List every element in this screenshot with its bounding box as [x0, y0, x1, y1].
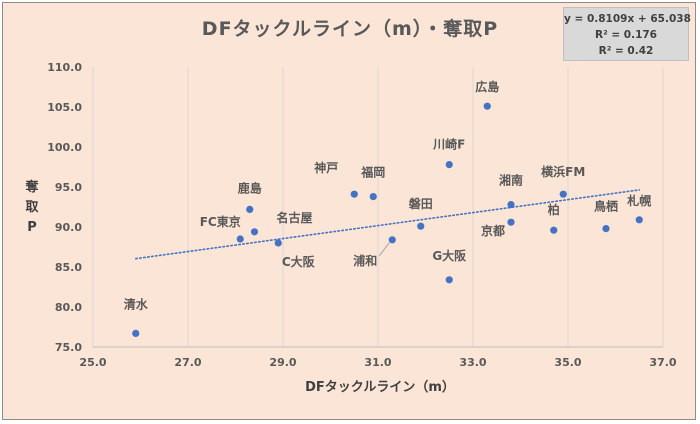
- trendline-equation-box: y = 0.8109x + 65.038 R² = 0.176 R² = 0.4…: [563, 7, 691, 61]
- data-label: 札幌: [626, 193, 651, 208]
- data-label: G大阪: [432, 248, 467, 263]
- y-tick-label: 75.0: [55, 341, 82, 354]
- data-point: [132, 329, 140, 337]
- data-point: [559, 190, 567, 198]
- x-tick-label: 37.0: [649, 356, 676, 369]
- data-point: [250, 228, 259, 236]
- y-tick-label: 100.0: [47, 141, 82, 154]
- data-label: 浦和: [353, 253, 377, 268]
- y-axis-title: 奪 取 P: [22, 178, 42, 238]
- data-point: [246, 205, 254, 213]
- data-label: 柏: [548, 202, 560, 217]
- data-label: 鳥栖: [594, 199, 618, 214]
- data-label: 清水: [124, 296, 149, 311]
- r-squared-2: R² = 0.42: [598, 45, 654, 57]
- data-point: [236, 235, 244, 243]
- x-tick-label: 29.0: [269, 356, 296, 369]
- data-point: [445, 161, 453, 169]
- data-point: [507, 218, 515, 226]
- data-points: [132, 102, 643, 337]
- y-tick-label: 85.0: [55, 261, 82, 274]
- data-label: 横浜FM: [541, 164, 585, 179]
- x-tick-label: 35.0: [554, 356, 581, 369]
- y-axis-title-char: 奪: [25, 180, 39, 195]
- gridlines: [92, 67, 664, 348]
- leader-lines: [378, 242, 390, 257]
- x-tick-label: 31.0: [364, 356, 391, 369]
- y-tick-label: 110.0: [47, 61, 82, 74]
- data-point: [445, 276, 453, 284]
- data-point: [483, 102, 491, 110]
- data-label: FC東京: [200, 214, 241, 229]
- data-point: [369, 193, 377, 201]
- y-tick-label: 95.0: [55, 181, 82, 194]
- data-label: 広島: [475, 79, 499, 94]
- data-point: [274, 239, 282, 247]
- y-tick-label: 105.0: [47, 101, 82, 114]
- chart-area: [2, 2, 696, 420]
- data-point: [635, 216, 643, 224]
- y-axis-title-char: P: [27, 220, 37, 235]
- data-point: [507, 201, 515, 209]
- data-label: 神戸: [314, 160, 338, 175]
- data-label: 福岡: [360, 165, 385, 180]
- x-tick-label: 33.0: [459, 356, 486, 369]
- data-point: [550, 226, 558, 234]
- data-label: 鹿島: [238, 180, 262, 195]
- trendline-layer: [134, 189, 641, 260]
- data-point: [388, 236, 396, 244]
- r-squared-1: R² = 0.176: [594, 29, 657, 41]
- data-label: 川崎F: [432, 137, 465, 152]
- data-point: [602, 225, 610, 233]
- data-label: 磐田: [409, 196, 433, 211]
- x-tick-label: 25.0: [79, 356, 106, 369]
- chart-title: DFタックルライン（m）・奪取P: [201, 18, 499, 40]
- data-label: 名古屋: [276, 210, 312, 225]
- y-tick-label: 90.0: [55, 221, 82, 234]
- y-axis-title-char: 取: [25, 200, 39, 215]
- tick-labels: 25.0 27.0 29.0 31.0 33.0 35.0 37.0 75.0 80.0 85.0…: [47, 61, 677, 369]
- data-label: 湘南: [499, 173, 523, 188]
- x-axis-title: DFタックルライン（m）: [305, 380, 455, 395]
- data-label: 京都: [481, 223, 505, 238]
- y-tick-label: 80.0: [55, 301, 82, 314]
- trendline: [134, 189, 641, 260]
- data-point: [350, 190, 358, 198]
- x-tick-label: 27.0: [174, 356, 201, 369]
- data-point: [417, 222, 425, 230]
- leader-line: [378, 242, 390, 257]
- trendline-equation: y = 0.8109x + 65.038: [564, 13, 691, 25]
- data-label: C大阪: [282, 254, 316, 269]
